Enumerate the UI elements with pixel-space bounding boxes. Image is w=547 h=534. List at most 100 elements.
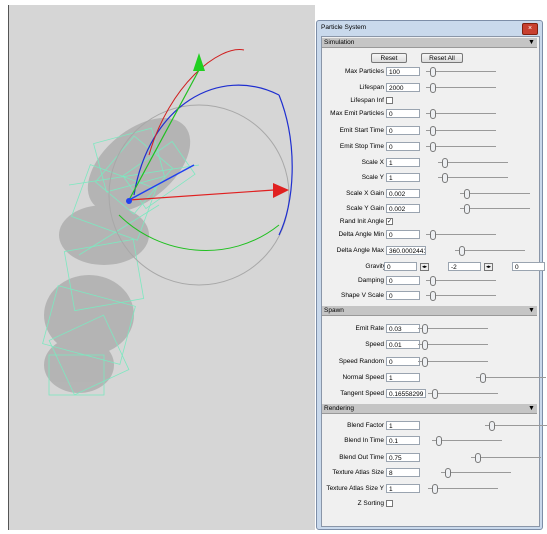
field-label: Delta Angle Max xyxy=(336,247,384,254)
field-label: Lifespan xyxy=(359,84,384,91)
slider-knob[interactable] xyxy=(430,108,436,119)
text-input[interactable]: 2000 xyxy=(386,83,420,92)
slider-knob[interactable] xyxy=(432,483,438,494)
text-input[interactable]: 1 xyxy=(386,421,420,430)
slider-knob[interactable] xyxy=(436,435,442,446)
text-input[interactable]: 0 xyxy=(386,230,420,239)
slider-knob[interactable] xyxy=(432,388,438,399)
text-input[interactable]: 0.1 xyxy=(386,436,420,445)
slider-track xyxy=(485,425,547,426)
field-label: Gravity xyxy=(365,263,386,270)
slider-knob[interactable] xyxy=(430,229,436,240)
slider-knob[interactable] xyxy=(442,172,448,183)
checkbox[interactable]: ✓ xyxy=(386,218,393,225)
slider-track xyxy=(426,113,496,114)
slider-track xyxy=(460,193,530,194)
slider-track xyxy=(426,280,496,281)
button[interactable]: Reset All xyxy=(421,53,463,63)
text-input[interactable]: 360.0002441( xyxy=(386,246,426,255)
slider-track xyxy=(418,361,488,362)
field-label: Delta Angle Min xyxy=(338,231,384,238)
field-label: Texture Atlas Size Y xyxy=(326,485,384,492)
text-input[interactable]: 0 xyxy=(386,291,420,300)
slider-knob[interactable] xyxy=(430,275,436,286)
spin-button[interactable]: ◂▸ xyxy=(484,262,493,271)
field-label: Lifespan Inf xyxy=(350,97,384,104)
text-input[interactable]: 0 xyxy=(386,109,420,118)
scene xyxy=(42,49,293,396)
text-input[interactable]: 0 xyxy=(386,357,420,366)
field-label: Normal Speed xyxy=(342,374,384,381)
slider-track xyxy=(438,162,508,163)
slider-track xyxy=(460,208,530,209)
text-input[interactable]: 0.16558299 xyxy=(386,389,426,398)
slider-knob[interactable] xyxy=(430,66,436,77)
collapse-arrow[interactable]: ▼ xyxy=(528,39,535,46)
text-input[interactable]: 0.002 xyxy=(386,204,420,213)
slider-knob[interactable] xyxy=(430,125,436,136)
slider-track xyxy=(428,488,498,489)
field-label: Scale Y Gain xyxy=(346,205,384,212)
field-label: Blend Factor xyxy=(347,422,384,429)
field-label: Speed xyxy=(365,341,384,348)
text-input[interactable]: 0.75 xyxy=(386,453,420,462)
spin-button[interactable]: ◂▸ xyxy=(420,262,429,271)
text-input[interactable]: 100 xyxy=(386,67,420,76)
slider-track xyxy=(426,295,496,296)
text-input[interactable]: 0 xyxy=(386,276,420,285)
slider-knob[interactable] xyxy=(489,420,495,431)
slider-track xyxy=(426,234,496,235)
text-input[interactable]: 1 xyxy=(386,158,420,167)
slider-knob[interactable] xyxy=(459,245,465,256)
slider-track xyxy=(476,377,546,378)
text-input[interactable]: 1 xyxy=(386,373,420,382)
text-input[interactable]: 8 xyxy=(386,468,420,477)
text-input[interactable]: 0 xyxy=(386,142,420,151)
slider-knob[interactable] xyxy=(422,356,428,367)
slider-knob[interactable] xyxy=(430,290,436,301)
field-label: Scale Y xyxy=(361,174,384,181)
checkbox[interactable] xyxy=(386,500,393,507)
field-label: Emit Rate xyxy=(355,325,384,332)
text-input[interactable]: 0 xyxy=(512,262,545,271)
slider-knob[interactable] xyxy=(445,467,451,478)
field-label: Speed Random xyxy=(338,358,384,365)
text-input[interactable]: 0.002 xyxy=(386,189,420,198)
section-header[interactable]: Simulation xyxy=(322,38,537,48)
section-header[interactable]: Spawn xyxy=(322,306,537,316)
field-label: Damping xyxy=(357,277,384,284)
checkbox[interactable] xyxy=(386,97,393,104)
panel-title: Particle System xyxy=(321,24,367,31)
text-input[interactable]: 0 xyxy=(384,262,417,271)
slider-knob[interactable] xyxy=(442,157,448,168)
slider-knob[interactable] xyxy=(422,323,428,334)
button[interactable]: Reset xyxy=(371,53,407,63)
slider-knob[interactable] xyxy=(430,141,436,152)
slider-track xyxy=(426,87,496,88)
text-input[interactable]: 0 xyxy=(386,126,420,135)
field-label: Max Particles xyxy=(344,68,384,75)
slider-knob[interactable] xyxy=(464,203,470,214)
text-input[interactable]: 1 xyxy=(386,173,420,182)
close-button[interactable]: × xyxy=(522,23,538,35)
slider-knob[interactable] xyxy=(422,339,428,350)
field-label: Scale X Gain xyxy=(346,190,384,197)
text-input[interactable]: 0.03 xyxy=(386,324,420,333)
slider-knob[interactable] xyxy=(430,82,436,93)
field-label: Max Emit Particles xyxy=(330,110,384,117)
viewport[interactable] xyxy=(8,5,315,530)
slider-knob[interactable] xyxy=(475,452,481,463)
text-input[interactable]: 1 xyxy=(386,484,420,493)
text-input[interactable]: 0.01 xyxy=(386,340,420,349)
slider-knob[interactable] xyxy=(480,372,486,383)
slider-track xyxy=(418,328,488,329)
slider-knob[interactable] xyxy=(464,188,470,199)
slider-track xyxy=(418,344,488,345)
section-header[interactable]: Rendering xyxy=(322,404,537,414)
collapse-arrow[interactable]: ▼ xyxy=(528,405,535,412)
slider-track xyxy=(471,457,541,458)
collapse-arrow[interactable]: ▼ xyxy=(528,307,535,314)
slider-track xyxy=(432,440,502,441)
field-label: Z Sorting xyxy=(357,500,384,507)
text-input[interactable]: -2 xyxy=(448,262,481,271)
